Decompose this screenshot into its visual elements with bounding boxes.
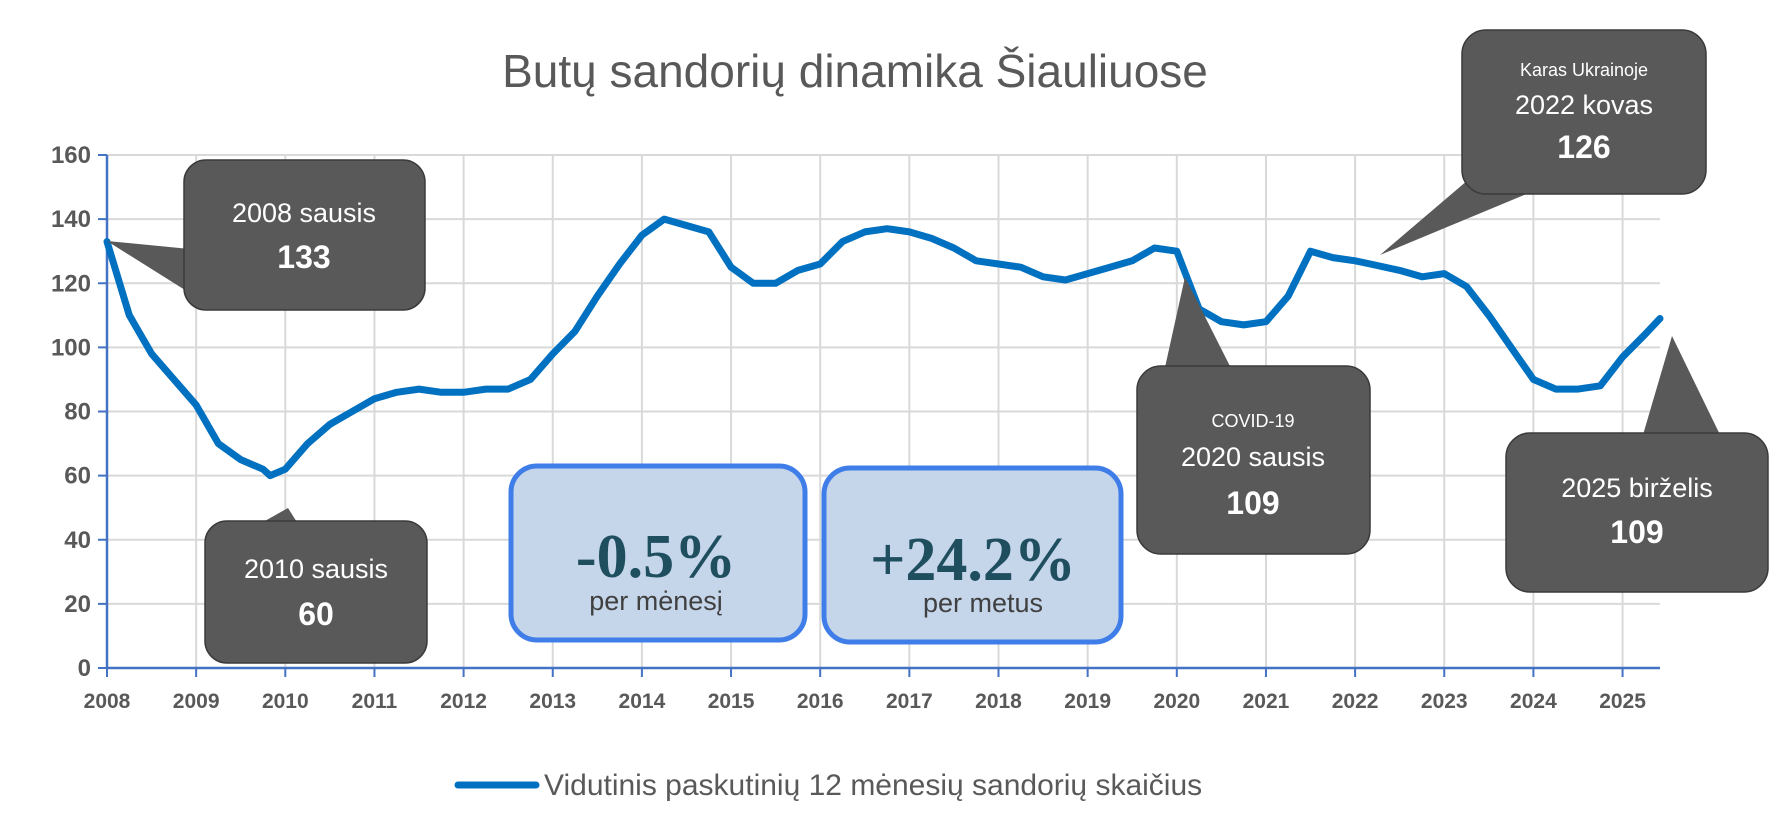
y-axis-ticks: 0 20 40 60 80 100 120 140 160 bbox=[51, 142, 91, 682]
callout-label: 2025 birželis bbox=[1561, 473, 1713, 503]
legend-label: Vidutinis paskutinių 12 mėnesių sandorių… bbox=[544, 769, 1202, 802]
callout-label: 2010 sausis bbox=[244, 554, 388, 584]
callout-value: 60 bbox=[298, 596, 334, 632]
y-tick-label: 20 bbox=[64, 591, 91, 618]
callout-label: 2008 sausis bbox=[232, 198, 376, 228]
callout-karas: Karas Ukrainoje 2022 kovas 126 bbox=[1380, 29, 1707, 255]
x-tick-label: 2010 bbox=[262, 690, 309, 713]
x-tick-label: 2015 bbox=[708, 690, 755, 713]
callout-label: 2020 sausis bbox=[1181, 442, 1325, 472]
x-tick-label: 2019 bbox=[1064, 690, 1111, 713]
callout-label: 2022 kovas bbox=[1515, 90, 1653, 120]
callout-value: 109 bbox=[1226, 485, 1279, 521]
callout-box bbox=[1461, 29, 1707, 195]
callout-2010-sausis: 2010 sausis 60 bbox=[204, 508, 428, 664]
callout-2008-sausis: 2008 sausis 133 bbox=[107, 159, 426, 311]
y-tick-label: 100 bbox=[51, 334, 91, 361]
x-tick-label: 2024 bbox=[1510, 690, 1557, 713]
callout-covid: COVID-19 2020 sausis 109 bbox=[1136, 277, 1371, 555]
x-tick-label: 2025 bbox=[1599, 690, 1646, 713]
legend: Vidutinis paskutinių 12 mėnesių sandorių… bbox=[454, 769, 1202, 802]
callout-pointer bbox=[107, 241, 200, 290]
callout-box bbox=[183, 159, 426, 311]
y-tick-label: 140 bbox=[51, 206, 91, 233]
callout-box bbox=[1505, 432, 1769, 593]
kpi-box bbox=[508, 463, 808, 643]
x-axis-ticks: 2008 2009 2010 2011 2012 2013 2014 2015 2016 2017… bbox=[84, 690, 1647, 713]
callout-value: 133 bbox=[277, 239, 330, 275]
callout-box bbox=[204, 520, 428, 664]
callout-box bbox=[1136, 365, 1371, 555]
x-tick-label: 2013 bbox=[529, 690, 576, 713]
x-tick-label: 2022 bbox=[1332, 690, 1379, 713]
x-tick-label: 2021 bbox=[1243, 690, 1290, 713]
callout-pointer bbox=[1160, 277, 1242, 390]
callout-small-label: COVID-19 bbox=[1211, 411, 1294, 431]
kpi-yearly: +24.2% per metus bbox=[821, 465, 1124, 645]
y-tick-label: 0 bbox=[78, 655, 91, 682]
x-tick-label: 2012 bbox=[440, 690, 487, 713]
kpi-value: +24.2% bbox=[870, 526, 1076, 594]
series-line bbox=[103, 215, 1664, 480]
x-tick-label: 2009 bbox=[173, 690, 220, 713]
x-tick-label: 2020 bbox=[1153, 690, 1200, 713]
kpi-label: per metus bbox=[923, 588, 1043, 618]
x-tick-label: 2008 bbox=[84, 690, 131, 713]
kpi-monthly: -0.5% per mėnesį bbox=[508, 463, 808, 643]
callout-small-label: Karas Ukrainoje bbox=[1520, 60, 1648, 80]
x-tick-label: 2023 bbox=[1421, 690, 1468, 713]
callout-value: 126 bbox=[1557, 129, 1610, 165]
kpi-label: per mėnesį bbox=[589, 586, 723, 616]
x-tick-label: 2016 bbox=[797, 690, 844, 713]
y-tick-label: 80 bbox=[64, 399, 91, 426]
y-tick-label: 60 bbox=[64, 463, 91, 490]
callout-pointer bbox=[1640, 336, 1725, 445]
x-tick-label: 2017 bbox=[886, 690, 933, 713]
x-tick-label: 2014 bbox=[619, 690, 666, 713]
x-tick-label: 2018 bbox=[975, 690, 1022, 713]
y-tick-label: 160 bbox=[51, 142, 91, 169]
y-tick-label: 40 bbox=[64, 527, 91, 554]
kpi-value: -0.5% bbox=[576, 523, 736, 591]
callout-2025-birzelis: 2025 birželis 109 bbox=[1505, 336, 1769, 593]
y-tick-label: 120 bbox=[51, 270, 91, 297]
x-tick-label: 2011 bbox=[352, 690, 398, 713]
chart-title: Butų sandorių dinamika Šiauliuose bbox=[502, 45, 1208, 97]
callout-pointer bbox=[1380, 180, 1560, 255]
kpi-box bbox=[821, 465, 1124, 645]
callout-value: 109 bbox=[1610, 514, 1663, 550]
